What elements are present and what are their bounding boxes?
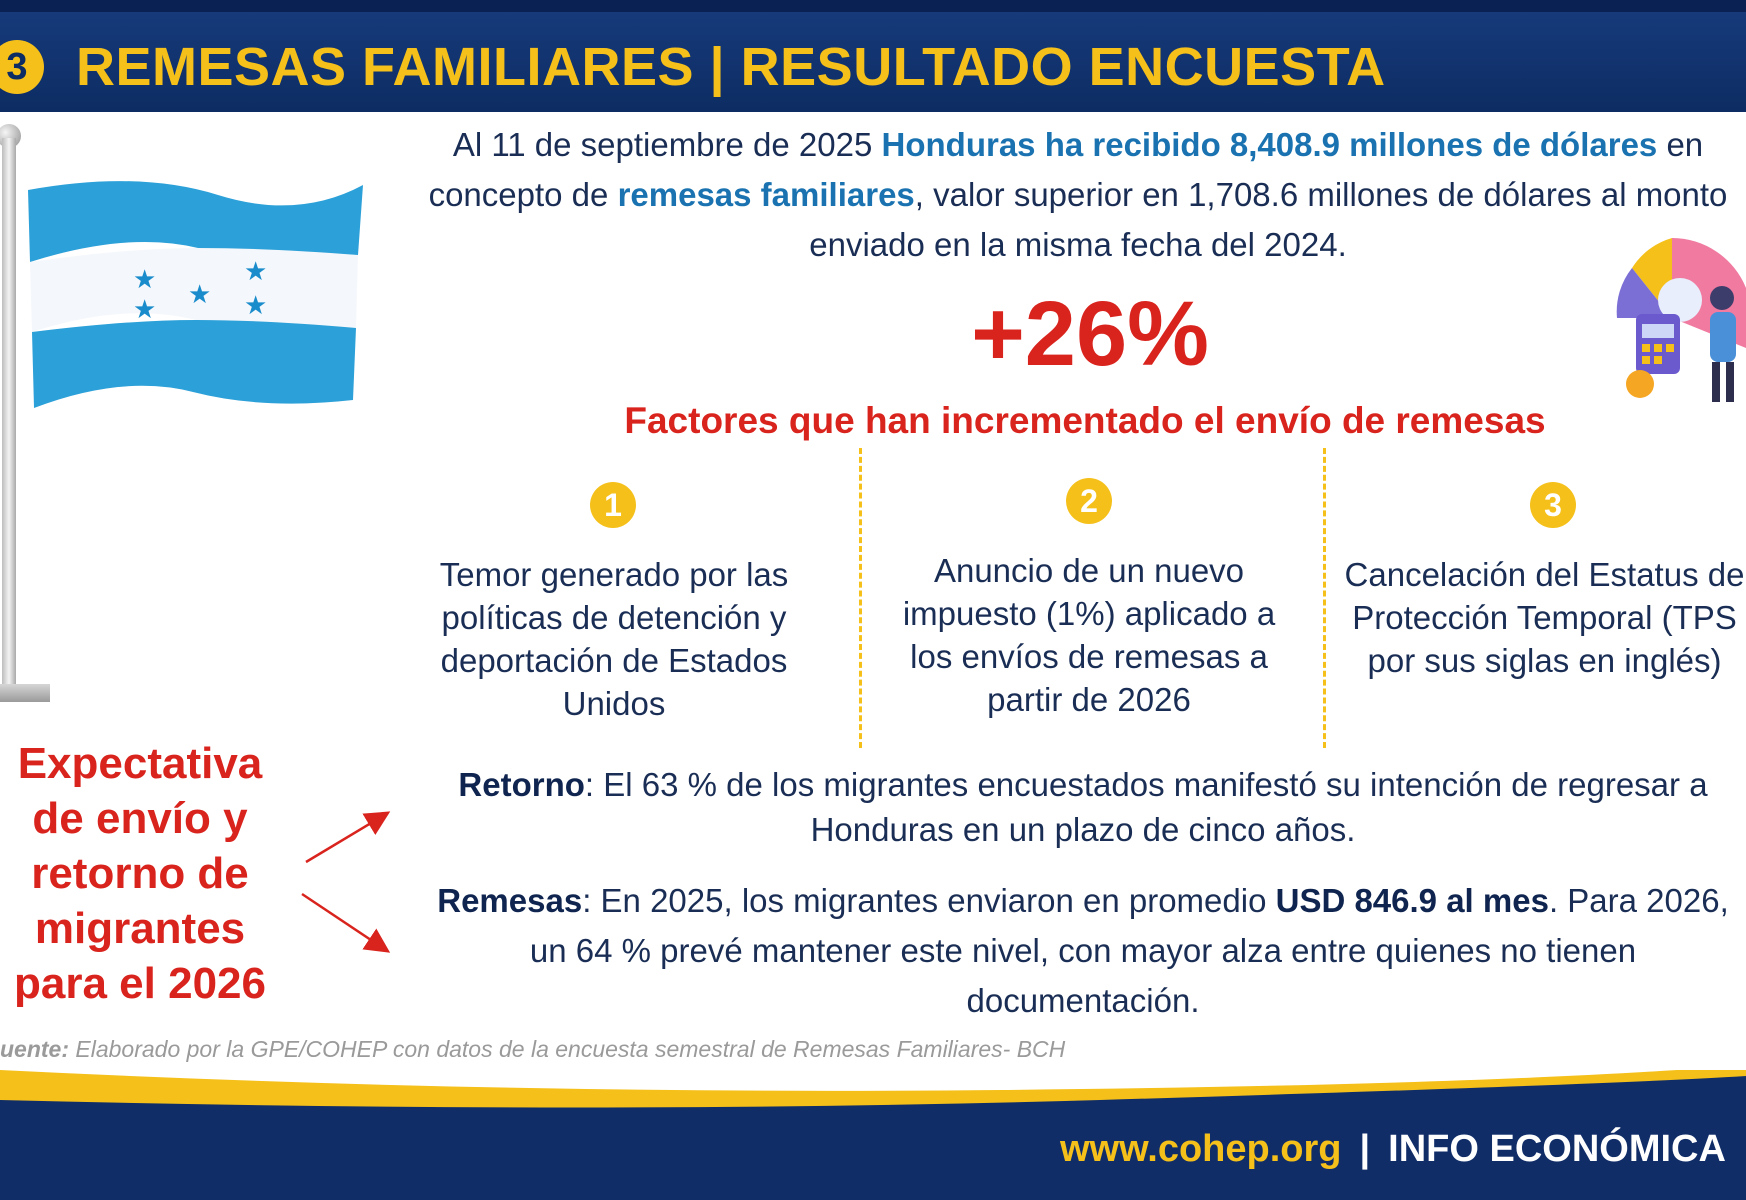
remesas-paragraph: Remesas: En 2025, los migrantes enviaron… [420, 876, 1746, 1026]
svg-text:★: ★ [188, 280, 211, 310]
source-label: uente: [0, 1036, 69, 1062]
factor-1-text: Temor generado por las políticas de dete… [439, 556, 789, 722]
factor-3-text: Cancelación del Estatus de Protección Te… [1344, 556, 1745, 679]
intro-highlight-amount: Honduras ha recibido 8,408.9 millones de… [881, 126, 1658, 163]
remesas-text-2: . Para 2026, un 64 % prevé mantener este… [529, 882, 1729, 1019]
footer-separator: | [1359, 1128, 1371, 1170]
svg-text:★: ★ [244, 257, 267, 287]
remesas-label: Remesas [437, 882, 583, 919]
footer-band [0, 1070, 1746, 1200]
source-note: uente: Elaborado por la GPE/COHEP con da… [0, 1036, 1065, 1063]
arrows-icon [301, 811, 391, 953]
header-bar: 3 REMESAS FAMILIARES | RESULTADO ENCUEST… [0, 0, 1746, 112]
honduras-flag-icon: ★ ★ ★ ★ ★ [28, 181, 363, 408]
growth-percentage: +26% [971, 283, 1209, 385]
arrow-down-right-icon [301, 892, 391, 953]
footer-text: www.cohep.org | INFO ECONÓMICA [1060, 1128, 1726, 1171]
retorno-label: Retorno [458, 766, 585, 803]
intro-text-3: , valor superior en 1,708.6 millones de … [809, 176, 1728, 263]
expectation-label: Expectativa de envío y retorno de migran… [14, 739, 266, 1008]
svg-text:★: ★ [133, 265, 156, 295]
flagpole [2, 138, 16, 698]
retorno-text: : El 63 % de los migrantes encuestados m… [584, 766, 1708, 848]
intro-paragraph: Al 11 de septiembre de 2025 Honduras ha … [410, 120, 1746, 270]
column-divider [859, 448, 862, 748]
retorno-paragraph: Retorno: El 63 % de los migrantes encues… [420, 762, 1746, 852]
factors-title: Factores que han incrementado el envío d… [624, 400, 1546, 441]
factor-1-number: 1 [590, 482, 636, 528]
source-text: Elaborado por la GPE/COHEP con datos de … [69, 1036, 1066, 1062]
remesas-amount: USD 846.9 al mes [1275, 882, 1549, 919]
column-divider [1323, 448, 1326, 748]
footer-url-link[interactable]: www.cohep.org [1060, 1128, 1342, 1170]
factor-2-number: 2 [1066, 478, 1112, 524]
intro-text-1: Al 11 de septiembre de 2025 [452, 126, 882, 163]
footer-section-label: INFO ECONÓMICA [1388, 1128, 1726, 1170]
finance-illustration-icon [1616, 238, 1746, 402]
factor-3-number: 3 [1530, 482, 1576, 528]
remesas-text-1: : En 2025, los migrantes enviaron en pro… [582, 882, 1276, 919]
intro-text-2: en concepto de [428, 126, 1704, 213]
factor-2-text: Anuncio de un nuevo impuesto (1%) aplica… [902, 552, 1276, 718]
svg-text:★: ★ [244, 291, 267, 321]
arrow-up-right-icon [305, 811, 391, 864]
intro-highlight-remesas: remesas familiares [617, 176, 915, 213]
svg-text:★: ★ [133, 295, 156, 325]
page-title: REMESAS FAMILIARES | RESULTADO ENCUESTA [76, 37, 1386, 97]
flagpole-base [0, 684, 50, 702]
section-number-badge: 3 [0, 40, 44, 94]
